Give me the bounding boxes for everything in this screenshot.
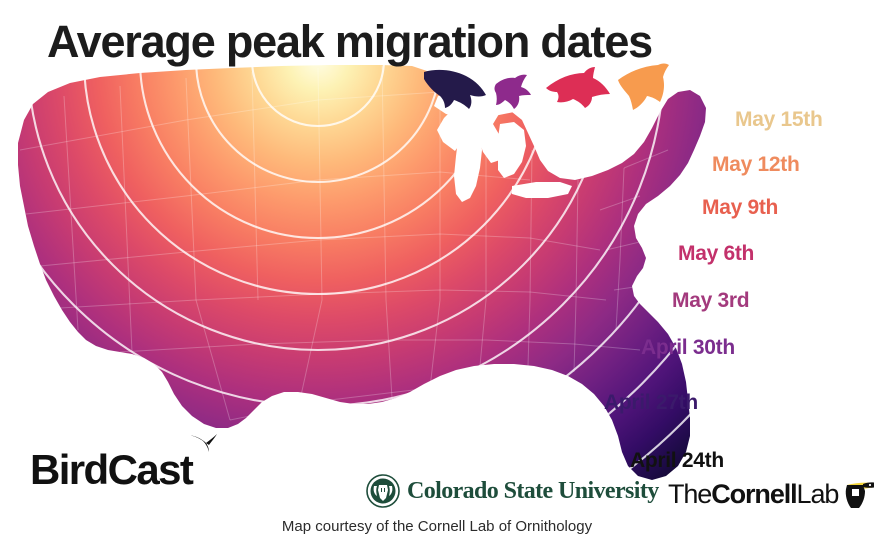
date-label-april-24th: April 24th bbox=[630, 449, 724, 472]
cornell-the: The bbox=[668, 478, 712, 509]
cornell-lab: Lab bbox=[796, 478, 840, 509]
csu-ram-icon bbox=[366, 474, 400, 508]
date-label-may-12th: May 12th bbox=[712, 153, 800, 176]
date-label-may-3rd: May 3rd bbox=[672, 289, 750, 312]
cornell-lab-logo: TheCornellLab bbox=[668, 477, 874, 511]
birdcast-wordmark: BirdCast bbox=[30, 446, 194, 493]
bird-silhouette-2 bbox=[494, 74, 531, 109]
csu-wordmark: Colorado State University bbox=[407, 477, 659, 504]
page-title: Average peak migration dates bbox=[47, 16, 653, 67]
date-label-may-9th: May 9th bbox=[702, 196, 779, 219]
bird-in-flight-icon bbox=[189, 434, 217, 452]
csu-logo: Colorado State University bbox=[366, 474, 659, 508]
map-caption: Map courtesy of the Cornell Lab of Ornit… bbox=[281, 518, 593, 535]
cornell-cornell: Cornell bbox=[711, 478, 797, 509]
bird-silhouette-group bbox=[424, 63, 669, 110]
bird-silhouette-3 bbox=[546, 67, 610, 108]
date-label-may-15th: May 15th bbox=[735, 108, 823, 131]
date-label-april-30th: April 30th bbox=[641, 336, 735, 359]
bird-silhouette-1 bbox=[424, 69, 486, 109]
date-label-may-6th: May 6th bbox=[678, 242, 755, 265]
bird-silhouette-4 bbox=[618, 63, 669, 110]
cornell-lab-wordmark: TheCornellLab bbox=[668, 478, 840, 510]
birdcast-logo: BirdCast bbox=[30, 434, 217, 493]
date-label-april-27th: April 27th bbox=[604, 391, 698, 414]
woodpecker-icon bbox=[846, 482, 874, 508]
